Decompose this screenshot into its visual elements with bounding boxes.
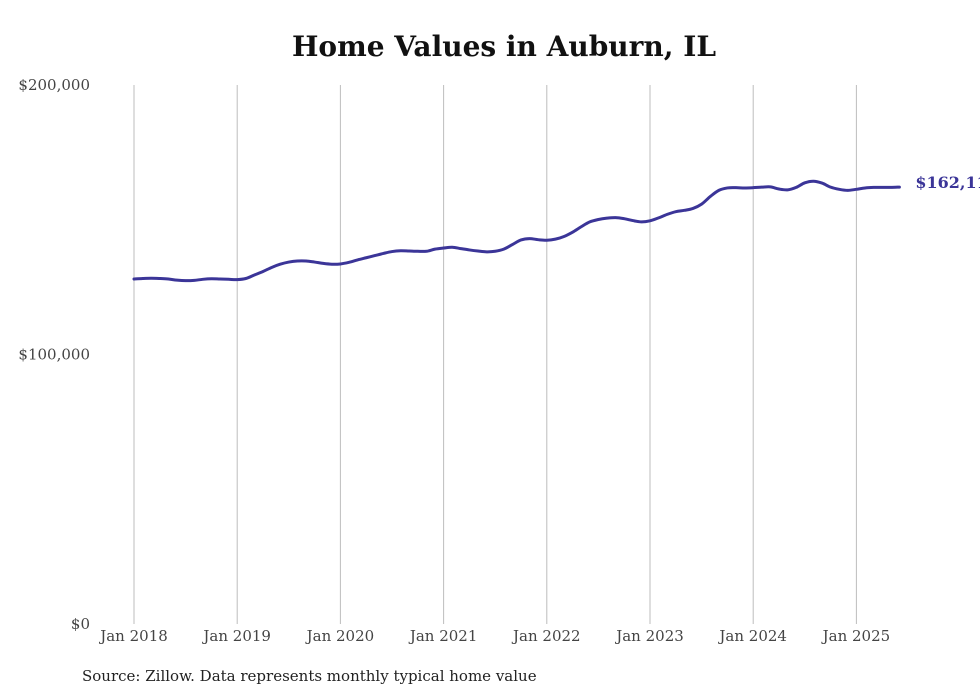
y-tick-label: $0 [71, 615, 90, 633]
x-tick-label: Jan 2021 [408, 627, 478, 645]
x-tick-label: Jan 2018 [98, 627, 168, 645]
source-note: Source: Zillow. Data represents monthly … [82, 667, 537, 685]
y-tick-label: $100,000 [18, 346, 90, 364]
x-tick-label: Jan 2025 [821, 627, 891, 645]
x-tick-label: Jan 2024 [717, 627, 787, 645]
chart-title: Home Values in Auburn, IL [291, 30, 717, 63]
end-value-label: $162,118 [915, 173, 980, 192]
x-tick-label: Jan 2022 [511, 627, 581, 645]
x-tick-label: Jan 2019 [201, 627, 271, 645]
y-tick-label: $200,000 [18, 76, 90, 94]
x-tick-label: Jan 2020 [305, 627, 375, 645]
x-tick-label: Jan 2023 [614, 627, 684, 645]
series-line [132, 179, 901, 283]
